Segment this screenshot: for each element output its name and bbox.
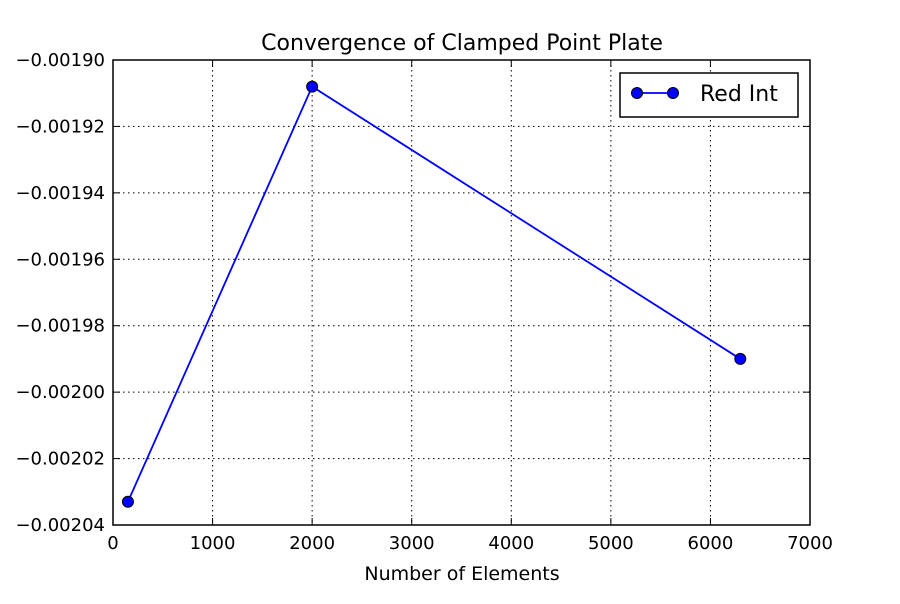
y-tick-label: −0.00202 (15, 449, 105, 470)
x-axis-title: Number of Elements (364, 563, 559, 585)
legend: Red Int (619, 72, 799, 118)
legend-box (619, 72, 799, 118)
chart-title: Convergence of Clamped Point Plate (261, 31, 663, 56)
x-tick-label: 4000 (488, 533, 534, 554)
legend-marker (667, 87, 679, 99)
series-layer (121, 80, 747, 508)
series-line (127, 85, 741, 503)
legend-label: Red Int (700, 82, 778, 107)
y-tick-label: −0.00204 (15, 515, 105, 536)
legend-marker (631, 87, 643, 99)
y-tick-label: −0.00190 (15, 50, 105, 71)
data-point (734, 352, 747, 365)
y-tick-label: −0.00198 (15, 316, 105, 337)
plot-frame (112, 59, 811, 526)
data-point (306, 80, 319, 93)
y-tick-label: −0.00192 (15, 116, 105, 137)
x-tick-label: 5000 (588, 533, 634, 554)
data-point (121, 495, 134, 508)
y-tick-label: −0.00194 (15, 183, 105, 204)
x-tick-label: 2000 (289, 533, 335, 554)
x-tick-label: 3000 (389, 533, 435, 554)
x-tick-label: 0 (107, 533, 118, 554)
y-tick-label: −0.00196 (15, 249, 105, 270)
y-tick-label: −0.00200 (15, 382, 105, 403)
grid-lines (113, 60, 810, 525)
x-tick-labels: 0 1000 2000 3000 4000 5000 6000 7000 (107, 533, 833, 554)
y-tick-labels: −0.00190 −0.00192 −0.00194 −0.00196 −0.00198… (15, 50, 105, 536)
x-tick-label: 6000 (688, 533, 734, 554)
x-tick-label: 7000 (787, 533, 833, 554)
axis-ticks (112, 59, 811, 526)
x-tick-label: 1000 (190, 533, 236, 554)
